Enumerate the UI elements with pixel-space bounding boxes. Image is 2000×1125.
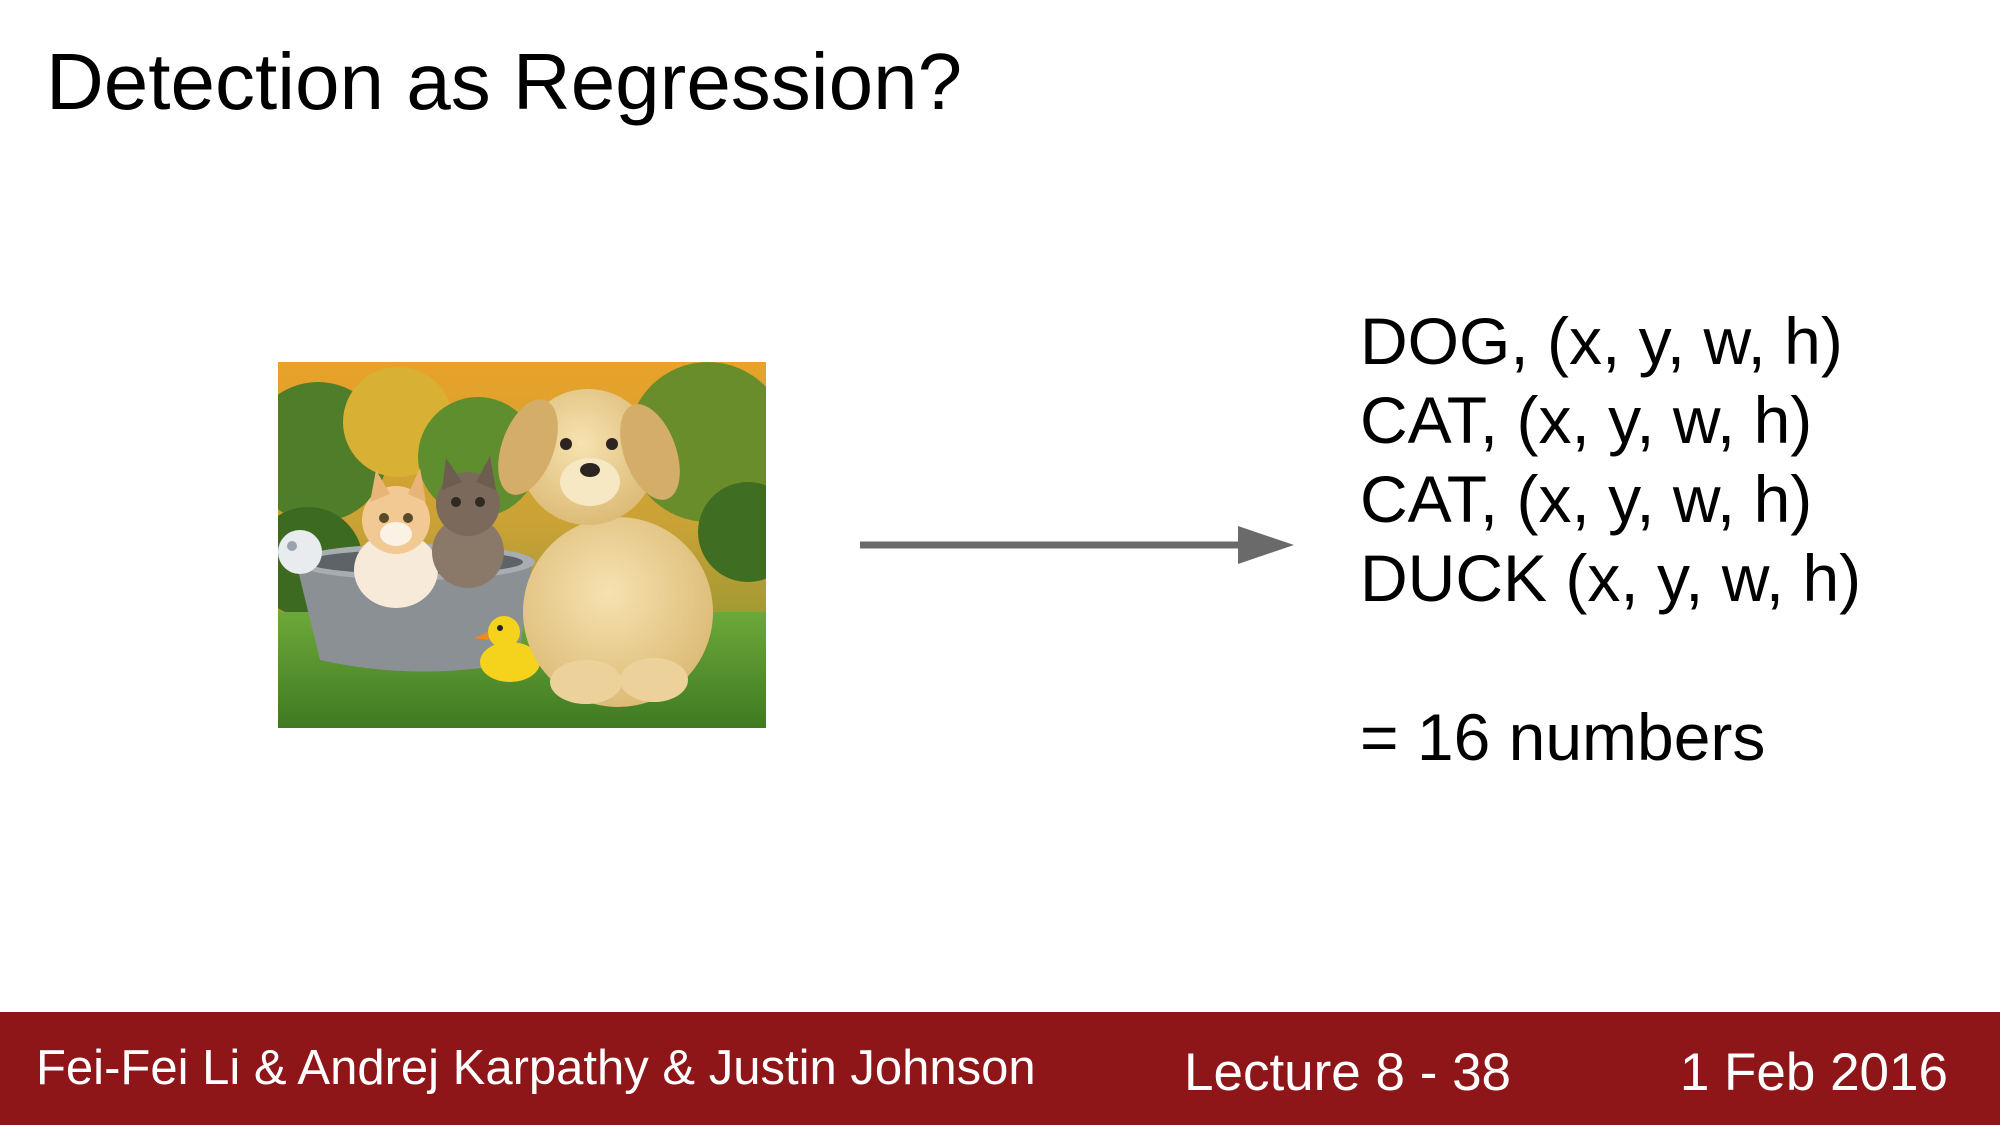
output-count-summary: = 16 numbers bbox=[1360, 700, 1766, 774]
slide-title: Detection as Regression? bbox=[46, 37, 963, 126]
arrow-right-icon bbox=[860, 526, 1294, 564]
footer-lecture-number: Lecture 8 - 38 bbox=[1184, 1043, 1512, 1102]
detection-list: DOG, (x, y, w, h) CAT, (x, y, w, h) CAT,… bbox=[1360, 302, 1861, 618]
detection-item: DUCK (x, y, w, h) bbox=[1360, 541, 1862, 615]
footer-authors: Fei-Fei Li & Andrej Karpathy & Justin Jo… bbox=[36, 1041, 1036, 1095]
footer-bar: Fei-Fei Li & Andrej Karpathy & Justin Jo… bbox=[0, 1012, 2000, 1125]
footer-date: 1 Feb 2016 bbox=[1679, 1043, 1948, 1102]
detection-item: CAT, (x, y, w, h) bbox=[1360, 462, 1813, 536]
detection-item: CAT, (x, y, w, h) bbox=[1360, 383, 1813, 457]
detection-item: DOG, (x, y, w, h) bbox=[1360, 304, 1843, 378]
example-photo bbox=[278, 362, 766, 728]
